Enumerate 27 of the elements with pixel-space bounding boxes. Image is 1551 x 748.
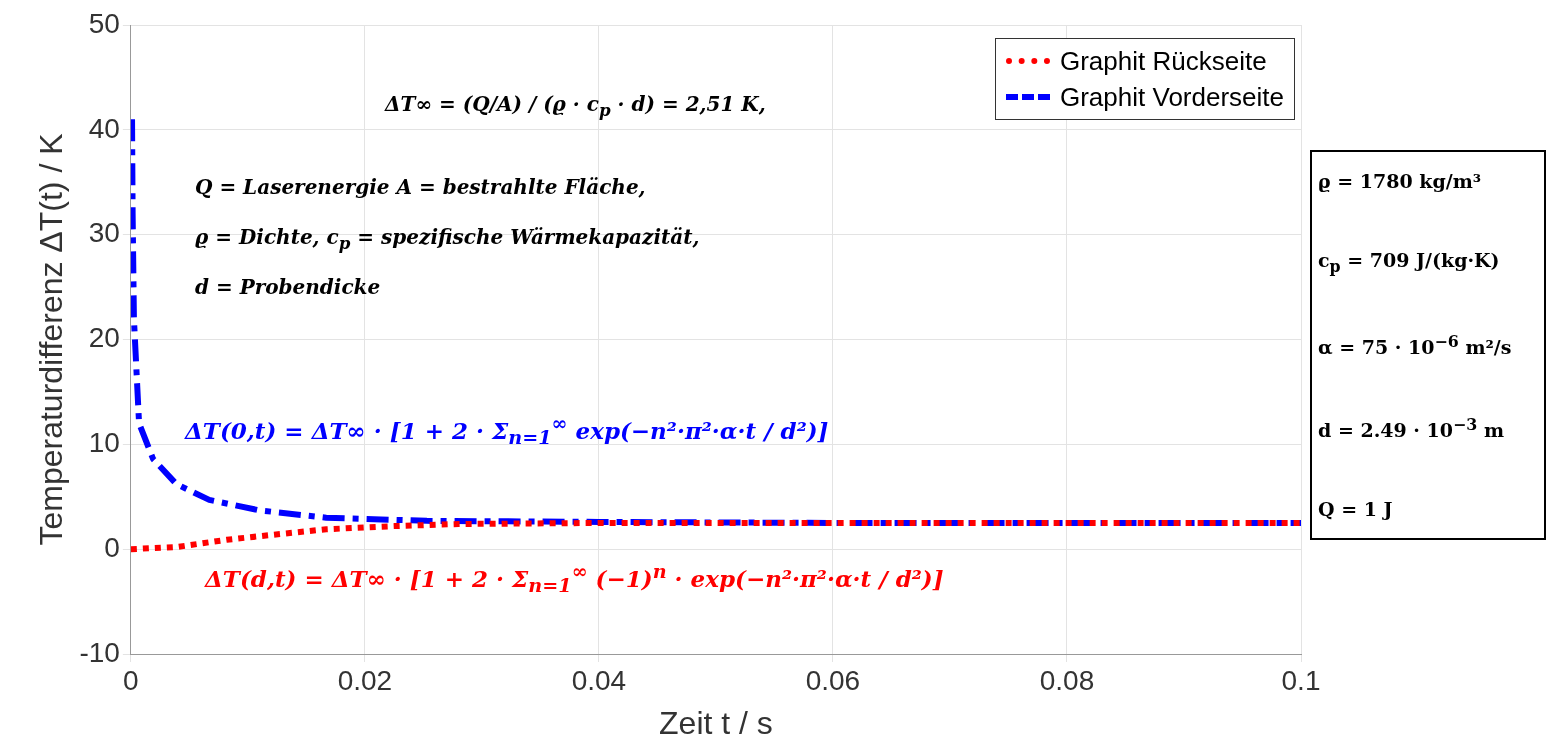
legend-label: Graphit Rückseite (1059, 45, 1267, 77)
y-tick-label: 40 (88, 112, 120, 144)
y-tick-label: 30 (88, 217, 120, 249)
y-tick-label: 20 (88, 322, 120, 354)
x-tick-label: 0.08 (1039, 664, 1095, 696)
annotation: ϱ = Dichte, c$_{p}$ = spezifische Wärmekapazität, (195, 225, 700, 253)
annotation: ΔT∞ = (Q/A) / (ϱ · c$_{p}$ · d) = 2,51 K, (385, 92, 766, 120)
annotation: Q = Laserenergie A = bestrahlte Fläche, (195, 175, 646, 199)
annotation: ΔT(d,t) = ΔT∞ · [1 + 2 · Σ$_{n=1}$$^{∞}$ (−1)$^{n}$ · exp(−n²·π²·α·t / d²)] (205, 560, 944, 598)
text: d = 2.49 · 10$^{−3}$ m (1318, 415, 1505, 442)
x-axis-title: Zeit t / s (659, 704, 773, 741)
y-tick-label: -10 (79, 636, 120, 668)
y-tick-label: 50 (88, 7, 120, 39)
y-tick-label: 0 (104, 531, 120, 563)
x-tick-label: 0.1 (1281, 664, 1321, 696)
y-tick-label: 10 (88, 427, 120, 459)
x-tick-label: 0.04 (571, 664, 627, 696)
legend-label: Graphit Vorderseite (1059, 81, 1284, 113)
text: c$_{p}$ = 709 J/(kg·K) (1318, 248, 1501, 276)
x-tick-label: 0.02 (337, 664, 393, 696)
annotation: d = Probendicke (195, 275, 381, 299)
y-axis-title: Temperaturdifferenz ΔT(t) / K (33, 133, 70, 546)
x-tick-label: 0.06 (805, 664, 861, 696)
annotation: ΔT(0,t) = ΔT∞ · [1 + 2 · Σ$_{n=1}$$^{∞}$ exp(−n²·π²·α·t / d²)] (185, 412, 829, 450)
text: Q = 1 J (1318, 497, 1394, 520)
text: ϱ = 1780 kg/m³ (1318, 170, 1483, 192)
text: α = 75 · 10$^{−6}$ m²/s (1318, 332, 1513, 359)
